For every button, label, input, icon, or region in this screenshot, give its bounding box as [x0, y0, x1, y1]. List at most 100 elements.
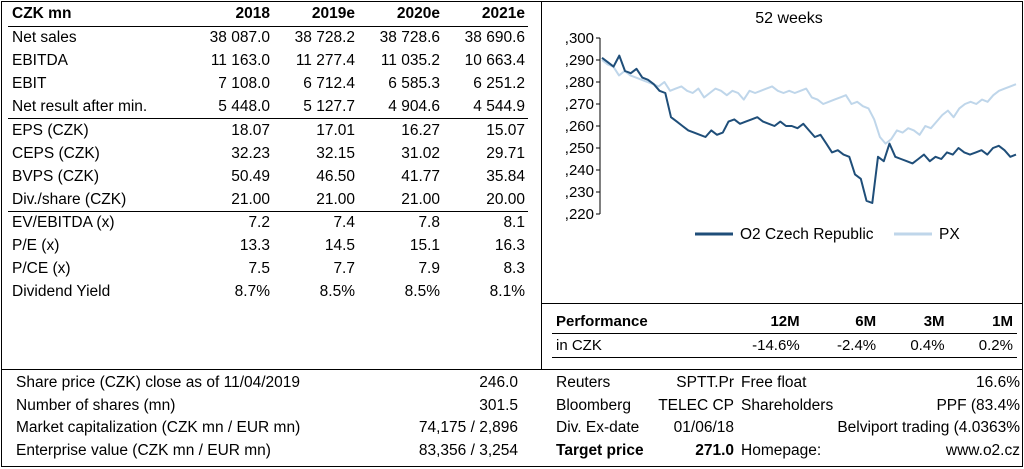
financials-row-label: Div./share (CZK)	[12, 190, 127, 208]
y-tick-label: ,250	[565, 140, 594, 157]
financials-row: Div./share (CZK) 21.00 21.00 21.00 20.00	[8, 188, 528, 211]
financials-cell: 7.9	[418, 260, 440, 278]
performance-header-cell: 12M	[713, 310, 804, 334]
financials-cell: 21.00	[401, 190, 440, 208]
ownership-value: 16.6%	[976, 374, 1020, 391]
market-label: Market capitalization (CZK mn / EUR mn)	[16, 419, 301, 437]
ownership-label: Shareholders	[741, 396, 834, 414]
financials-cell: 8.5%	[404, 283, 440, 301]
financials-header-cell: 2018	[188, 3, 273, 27]
performance-cell: 0.2%	[948, 333, 1017, 358]
financials-row: P/E (x) 13.3 14.5 15.1 16.3	[8, 235, 528, 258]
financials-cell: 5 448.0	[218, 98, 270, 115]
financials-row: P/CE (x) 7.5 7.7 7.9 8.3	[8, 258, 528, 281]
chart-legend: O2 Czech Republic PX	[695, 226, 960, 243]
financials-row-label: CEPS (CZK)	[12, 144, 100, 162]
financials-cell: 4 904.6	[388, 98, 440, 115]
legend-label: PX	[939, 226, 960, 243]
financials-cell: 29.71	[486, 144, 525, 162]
target-price-label: Target price	[556, 441, 644, 459]
financials-cell: 8.3	[503, 260, 525, 278]
market-labels: Share price (CZK) close as of 11/04/2019…	[16, 372, 300, 462]
financials-cell: 31.02	[401, 144, 440, 162]
financials-cell: 15.1	[409, 237, 440, 255]
ownership-label: Free float	[741, 374, 807, 391]
identifier-value: SPTT.Pr	[676, 374, 734, 391]
market-label: Number of shares (mn)	[16, 396, 176, 414]
performance-header-row: Performance 12M 6M 3M 1M	[552, 310, 1017, 334]
performance-cell: in CZK	[552, 333, 714, 358]
market-values: 246.0 301.5 74,175 / 2,896 83,356 / 3,25…	[340, 372, 518, 462]
financials-row: CEPS (CZK) 32.23 32.15 31.02 29.71	[8, 142, 528, 165]
financials-row: EV/EBITDA (x) 7.2 7.4 7.8 8.1	[8, 211, 528, 235]
chart-title: 52 weeks	[755, 10, 823, 27]
identifier-label: Bloomberg	[556, 396, 631, 414]
financials-row: EBIT 7 108.0 6 712.4 6 585.3 6 251.2	[8, 73, 528, 96]
financials-row-label: EBIT	[12, 75, 47, 93]
market-value: 301.5	[479, 396, 518, 414]
financials-cell: 41.77	[401, 167, 440, 185]
financials-cell: 7 108.0	[218, 75, 270, 93]
financials-row-label: BVPS (CZK)	[12, 167, 99, 185]
financials-cell: 32.15	[316, 144, 355, 162]
identifier-value: 01/06/18	[673, 419, 734, 437]
financials-row: Net sales 38 087.0 38 728.2 38 728.6 38 690.…	[8, 26, 528, 49]
market-label: Share price (CZK) close as of 11/04/2019	[16, 374, 301, 391]
financials-cell: 21.00	[231, 190, 270, 208]
financials-header-cell: 2021e	[443, 3, 528, 27]
performance-cell: 0.4%	[880, 333, 949, 358]
financials-cell: 7.4	[273, 211, 358, 235]
target-price-value: 271.0	[695, 441, 734, 459]
financials-row: EPS (CZK) 18.07 17.01 16.27 15.07	[8, 118, 528, 143]
financials-cell: 15.07	[443, 118, 528, 143]
y-tick-label: ,220	[565, 206, 594, 223]
ownership-value: Belviport trading (4.0363%	[837, 419, 1020, 437]
financials-row: Net result after min. 5 448.0 5 127.7 4 904…	[8, 96, 528, 119]
financials-cell: 8.7%	[234, 283, 270, 301]
financials-cell: 10 663.4	[464, 52, 525, 70]
ownership-value: PPF (83.4%	[936, 396, 1020, 414]
chart-y-axis: ,300 ,290 ,280 ,270 ,260 ,250 ,240 ,230 ,220	[565, 30, 601, 223]
homepage-link[interactable]: www.o2.cz	[945, 441, 1020, 459]
y-tick-label: ,240	[565, 162, 594, 179]
financials-row-label: EBITDA	[12, 52, 68, 70]
performance-cell: -14.6%	[713, 333, 804, 358]
performance-header-cell: 3M	[880, 310, 949, 334]
price-chart: 52 weeks ,300 ,290 ,280 ,270 ,260 ,250 ,240 ,23…	[565, 10, 1017, 243]
financials-header-cell: CZK mn	[8, 3, 188, 27]
identifier-label: Reuters	[556, 374, 611, 391]
financials-cell: 18.07	[188, 118, 273, 143]
financials-cell: 7.2	[188, 211, 273, 235]
financials-cell: 6 712.4	[303, 75, 355, 93]
financials-row: EBITDA 11 163.0 11 277.4 11 035.2 10 663.4	[8, 50, 528, 73]
financials-cell: 11 277.4	[295, 52, 355, 70]
financials-cell: 11 163.0	[210, 52, 270, 70]
financials-cell: 38 690.6	[464, 29, 525, 47]
financials-row-label: Net sales	[12, 29, 77, 47]
financials-row: Dividend Yield 8.7% 8.5% 8.5% 8.1%	[8, 281, 528, 304]
market-label: Enterprise value (CZK mn / EUR mn)	[16, 441, 271, 459]
financials-cell: 46.50	[316, 167, 355, 185]
financials-cell: 11 035.2	[380, 52, 440, 70]
financials-row-label: Net result after min.	[12, 98, 148, 115]
financials-row-label: P/CE (x)	[12, 260, 71, 278]
financials-cell: 8.5%	[319, 283, 355, 301]
y-tick-label: ,270	[565, 96, 594, 113]
vertical-divider	[541, 1, 542, 369]
financials-cell: 16.3	[494, 237, 525, 255]
financials-table: CZK mn 2018 2019e 2020e 2021e Net sales 3…	[8, 3, 528, 304]
performance-header-cell: Performance	[552, 310, 714, 334]
series-line-px	[601, 59, 1017, 145]
y-tick-label: ,260	[565, 118, 594, 135]
performance-cell: -2.4%	[803, 333, 881, 358]
financials-cell: 38 087.0	[209, 29, 270, 47]
financials-cell: 5 127.7	[303, 98, 355, 115]
financials-cell: 7.8	[358, 211, 443, 235]
market-value: 246.0	[479, 374, 518, 391]
financials-body: Net sales 38 087.0 38 728.2 38 728.6 38 690.…	[8, 26, 528, 303]
financials-cell: 13.3	[239, 237, 270, 255]
financials-row-label: EPS (CZK)	[8, 118, 188, 143]
ownership-labels: Free float Shareholders Homepage:	[741, 372, 833, 462]
series-line-o2	[601, 54, 1017, 204]
financials-cell: 16.27	[358, 118, 443, 143]
